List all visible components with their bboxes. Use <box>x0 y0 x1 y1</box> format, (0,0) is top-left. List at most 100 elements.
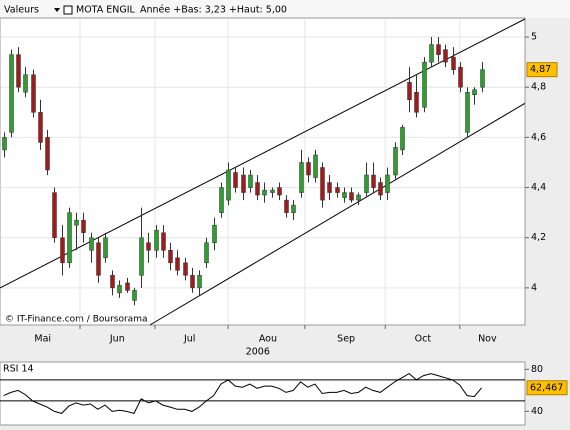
candle-body <box>465 91 470 133</box>
y-tick-label: 4,8 <box>531 82 546 93</box>
candle-body <box>125 282 130 291</box>
candle-body <box>190 275 195 289</box>
candle-body <box>212 224 217 243</box>
menu[interactable]: Valeurs <box>4 5 39 16</box>
candle-body <box>175 257 180 271</box>
candle-body <box>233 172 238 188</box>
candle-body <box>23 74 28 93</box>
last-price-box <box>526 62 558 78</box>
candle-body <box>364 174 369 193</box>
month-label: Sep <box>337 334 355 345</box>
candle-body <box>16 54 21 88</box>
header-bar <box>0 0 570 18</box>
candle-body <box>429 44 434 63</box>
candle-body <box>197 275 202 289</box>
month-label: Nov <box>478 334 497 345</box>
credit: © IT-Finance.com / Boursorama <box>5 315 147 325</box>
candle-body <box>38 112 43 143</box>
candle-body <box>60 237 65 264</box>
plot-area <box>0 17 526 326</box>
candle-body <box>443 49 448 63</box>
month-label: Oct <box>415 334 432 345</box>
candle-body <box>342 192 347 198</box>
candle-body <box>2 137 7 151</box>
menu-arrow[interactable] <box>54 8 60 12</box>
candle-body <box>371 174 376 188</box>
candle-body <box>52 192 57 238</box>
candle-body <box>110 275 115 289</box>
month-label: Jun <box>109 334 125 345</box>
candle-body <box>451 56 456 70</box>
candle-body <box>132 290 137 301</box>
rsi-title: RSI 14 <box>3 364 34 375</box>
candle-body <box>117 285 122 294</box>
rsi-last-box <box>526 380 568 396</box>
y-tick-label: 4,4 <box>531 182 546 193</box>
candle-body <box>349 192 354 201</box>
candle-body <box>436 44 441 55</box>
y-tick-label: 4 <box>531 282 537 293</box>
candle-body <box>335 187 340 193</box>
candle-body <box>414 91 419 113</box>
rsi-area <box>0 361 526 426</box>
trendline <box>149 102 526 326</box>
candle-body <box>291 204 296 213</box>
candle-body <box>299 162 304 193</box>
candle-body <box>9 54 14 133</box>
y-tick-label: 5 <box>531 32 537 43</box>
candle-body <box>472 89 477 95</box>
candle-body <box>226 169 231 201</box>
candle-body <box>393 147 398 176</box>
rsi-tick-label: 40 <box>531 406 543 417</box>
candle-body <box>96 242 101 276</box>
candle-body <box>146 242 151 251</box>
candle-body <box>154 229 159 251</box>
candle-body <box>284 199 289 213</box>
candle-body <box>385 174 390 193</box>
stock-name: MOTA ENGIL <box>76 5 136 16</box>
candle-body <box>378 182 383 196</box>
year-label: 2006 <box>246 347 270 358</box>
candle-body <box>139 237 144 276</box>
rsi-tick-label: 80 <box>531 364 543 375</box>
candle-body <box>480 69 485 88</box>
year-range: Année +Bas: 3,23 +Haut: 5,00 <box>140 5 287 16</box>
candle-body <box>327 182 332 193</box>
month-label: Mai <box>34 334 51 345</box>
candle-body <box>356 194 361 201</box>
candle-body <box>422 61 427 108</box>
candle-body <box>89 237 94 251</box>
candle-body <box>67 212 72 264</box>
candle-body <box>204 242 209 264</box>
candle-body <box>458 66 463 88</box>
candle-body <box>270 189 275 193</box>
candle-body <box>306 162 311 176</box>
trendline <box>0 18 526 289</box>
candle-body <box>183 262 188 276</box>
candle-body <box>313 154 318 178</box>
month-label: Aou <box>259 334 277 345</box>
candle-body <box>45 137 50 171</box>
candle-body <box>219 187 224 213</box>
candle-body <box>81 219 86 233</box>
candle-body <box>241 174 246 193</box>
candle-body <box>262 189 267 196</box>
candle-body <box>255 182 260 196</box>
candle-body <box>161 232 166 251</box>
candle-body <box>31 74 36 113</box>
candle-body <box>407 81 412 101</box>
candle-body <box>103 237 108 259</box>
candle-body <box>400 127 405 151</box>
y-tick-label: 4,6 <box>531 132 546 143</box>
candle-body <box>74 219 79 226</box>
candle-body <box>168 250 173 264</box>
candle-body <box>277 187 282 196</box>
checkbox[interactable] <box>63 5 73 15</box>
rsi-line <box>3 372 482 414</box>
month-label: Jul <box>183 334 195 345</box>
candle-body <box>320 167 325 201</box>
rsi-last-label: 62,467 <box>530 382 563 393</box>
y-tick-label: 4,2 <box>531 232 546 243</box>
candle-body <box>248 174 253 188</box>
